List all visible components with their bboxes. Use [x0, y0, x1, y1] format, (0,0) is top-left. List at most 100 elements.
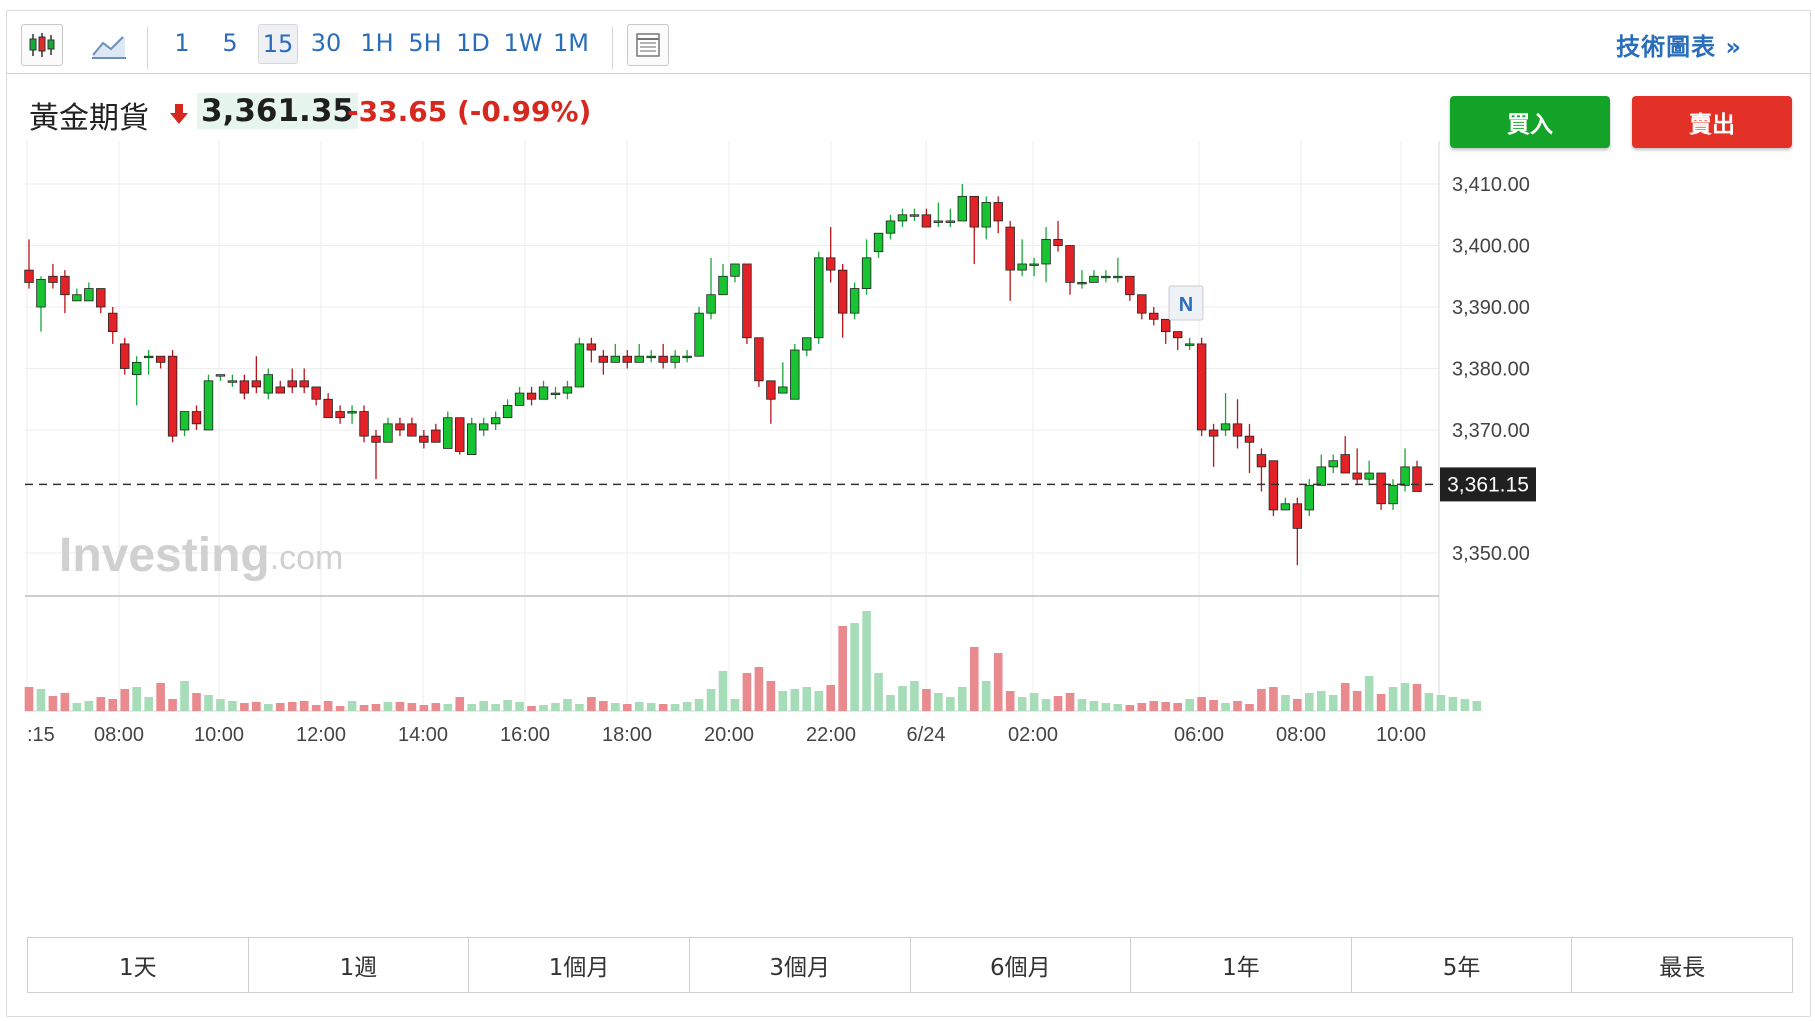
candle: [287, 380, 297, 388]
volume-bar: [383, 702, 393, 711]
range-1m[interactable]: 1個月: [469, 938, 690, 992]
candle: [778, 386, 788, 394]
volume-bar: [551, 703, 560, 711]
volume-bar: [1089, 701, 1099, 711]
candle: [502, 404, 513, 419]
range-1w[interactable]: 1週: [249, 938, 470, 992]
current-price-label: 3,361.15: [1447, 473, 1529, 496]
candle: [24, 269, 34, 283]
x-tick-label: 18:00: [602, 724, 652, 746]
volume-bar: [1376, 694, 1386, 711]
candle: [167, 355, 178, 437]
volume-bar: [634, 702, 644, 711]
candle: [407, 423, 417, 437]
interval-5h[interactable]: 5H: [408, 29, 442, 57]
sell-button[interactable]: 賣出: [1632, 96, 1792, 148]
technical-chart-link[interactable]: 技術圖表 »: [1616, 33, 1742, 61]
volume-bar: [658, 704, 668, 711]
candle: [849, 288, 860, 314]
candle: [443, 417, 453, 449]
candle: [1328, 460, 1338, 468]
interval-1h[interactable]: 1H: [360, 29, 394, 57]
volume-bar: [862, 611, 871, 711]
interval-1w[interactable]: 1W: [503, 29, 543, 57]
candle: [227, 380, 238, 383]
candle: [825, 257, 836, 271]
interval-1d[interactable]: 1D: [456, 29, 490, 57]
candle: [371, 435, 381, 443]
volume-bar: [1340, 683, 1350, 711]
volume-bar: [168, 699, 177, 711]
candle: [718, 275, 728, 296]
volume-bar: [1149, 701, 1159, 711]
buy-button[interactable]: 買入: [1450, 96, 1610, 148]
volume-bar: [287, 702, 297, 711]
interval-5[interactable]: 5: [222, 29, 238, 57]
volume-bar: [587, 697, 596, 711]
instrument-name: 黃金期貨: [29, 101, 149, 136]
candle: [347, 411, 357, 414]
range-1d[interactable]: 1天: [28, 938, 249, 992]
candle: [1280, 503, 1291, 511]
candle: [84, 288, 94, 302]
candlestick-chart-icon[interactable]: [21, 24, 63, 66]
candle: [1053, 238, 1063, 246]
candle: [1089, 275, 1099, 283]
area-chart-icon[interactable]: [89, 27, 129, 63]
interval-1[interactable]: 1: [174, 29, 190, 57]
range-6m[interactable]: 6個月: [911, 938, 1132, 992]
volume-bar: [1137, 703, 1147, 711]
volume-bar: [275, 703, 285, 711]
range-3m[interactable]: 3個月: [690, 938, 911, 992]
candle: [921, 214, 932, 228]
volume-bars: [24, 611, 1482, 711]
candle: [586, 343, 597, 351]
interval-15[interactable]: 15: [258, 24, 298, 64]
candle: [1101, 275, 1111, 279]
interval-1m[interactable]: 1M: [553, 29, 589, 57]
volume-bar: [419, 705, 429, 711]
volume-bar: [1029, 693, 1039, 711]
candle: [155, 355, 166, 363]
current-price-badge: 3,361.15: [1440, 467, 1536, 502]
x-tick-label: 06:00: [1174, 724, 1224, 746]
volume-bar: [60, 693, 70, 711]
volume-bar: [1305, 693, 1314, 711]
range-5y[interactable]: 5年: [1352, 938, 1573, 992]
interval-30[interactable]: 30: [310, 29, 342, 57]
range-max[interactable]: 最長: [1659, 955, 1706, 981]
volume-bar: [527, 706, 536, 711]
candle: [203, 380, 214, 431]
volume-bar: [1257, 689, 1266, 711]
y-tick-label: 3,390.00: [1452, 297, 1530, 319]
volume-bar: [694, 699, 704, 711]
candle: [658, 355, 668, 363]
candle: [1149, 312, 1159, 320]
volume-bar: [1125, 705, 1135, 711]
news-marker[interactable]: N: [1168, 285, 1204, 321]
candle: [1017, 263, 1027, 271]
candle: [957, 195, 968, 222]
volume-bar: [1364, 676, 1374, 711]
volume-bar: [778, 691, 788, 711]
candle: [215, 374, 226, 377]
candle: [467, 423, 477, 455]
candle: [610, 355, 621, 363]
candle: [431, 429, 441, 443]
candle: [909, 214, 920, 217]
volume-bar: [24, 687, 34, 711]
change-value: -33.65: [347, 95, 448, 128]
volume-bar: [228, 701, 237, 711]
arrow-down-icon: [169, 103, 189, 130]
candle: [694, 312, 704, 357]
volume-bar: [1185, 699, 1194, 711]
volume-bar: [491, 704, 500, 711]
price-chart[interactable]: Investing.com 3,361.15 N 3,410.00 3,400.0…: [7, 11, 1810, 931]
volume-bar: [132, 687, 141, 711]
range-1y[interactable]: 1年: [1131, 938, 1352, 992]
layout-table-icon[interactable]: [627, 24, 669, 66]
volume-bar: [1161, 702, 1171, 711]
x-axis: :15 08:00 10:00 12:00 14:00 16:00 18:00 20:00 22…: [27, 724, 1426, 746]
candle: [1364, 472, 1374, 480]
candle: [706, 294, 716, 314]
